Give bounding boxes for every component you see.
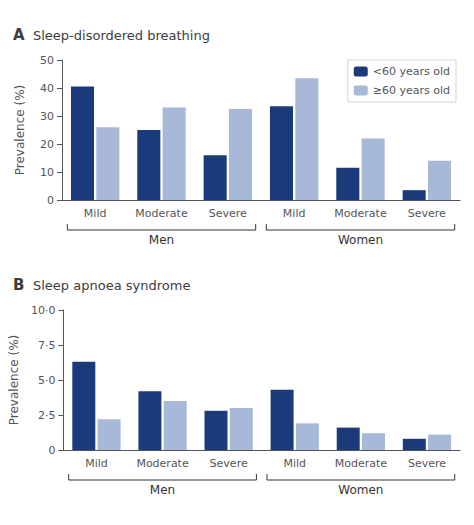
svg-text:40: 40 xyxy=(40,82,54,95)
svg-text:Severe: Severe xyxy=(408,457,446,470)
svg-text:Moderate: Moderate xyxy=(335,457,388,470)
svg-text:7·5: 7·5 xyxy=(38,339,56,352)
svg-text:Mild: Mild xyxy=(84,207,107,220)
svg-text:0: 0 xyxy=(47,194,54,207)
svg-text:Mild: Mild xyxy=(283,207,306,220)
svg-text:A: A xyxy=(13,26,25,44)
svg-text:0: 0 xyxy=(48,444,55,457)
svg-text:50: 50 xyxy=(40,54,54,67)
svg-text:Moderate: Moderate xyxy=(136,457,189,470)
svg-text:30: 30 xyxy=(40,110,54,123)
svg-text:≥60 years old: ≥60 years old xyxy=(373,84,450,97)
svg-text:Moderate: Moderate xyxy=(334,207,387,220)
svg-text:Sleep apnoea syndrome: Sleep apnoea syndrome xyxy=(33,278,190,293)
svg-text:Prevalence (%): Prevalence (%) xyxy=(13,85,27,175)
svg-text:B: B xyxy=(13,276,24,294)
svg-text:Mild: Mild xyxy=(283,457,306,470)
svg-text:Women: Women xyxy=(338,233,383,247)
svg-text:2·5: 2·5 xyxy=(38,409,56,422)
svg-text:Severe: Severe xyxy=(210,457,248,470)
svg-text:Men: Men xyxy=(149,233,174,247)
svg-text:Mild: Mild xyxy=(85,457,108,470)
svg-text:Severe: Severe xyxy=(408,207,446,220)
svg-text:<60 years old: <60 years old xyxy=(373,65,450,78)
svg-text:Prevalence (%): Prevalence (%) xyxy=(7,335,21,425)
svg-text:5·0: 5·0 xyxy=(38,374,56,387)
svg-text:Severe: Severe xyxy=(209,207,247,220)
svg-text:Sleep-disordered breathing: Sleep-disordered breathing xyxy=(33,28,210,43)
svg-text:10·0: 10·0 xyxy=(31,304,56,317)
svg-text:10: 10 xyxy=(40,166,54,179)
svg-text:Men: Men xyxy=(150,483,175,497)
svg-text:Moderate: Moderate xyxy=(135,207,188,220)
svg-text:Women: Women xyxy=(338,483,383,497)
svg-text:20: 20 xyxy=(40,138,54,151)
